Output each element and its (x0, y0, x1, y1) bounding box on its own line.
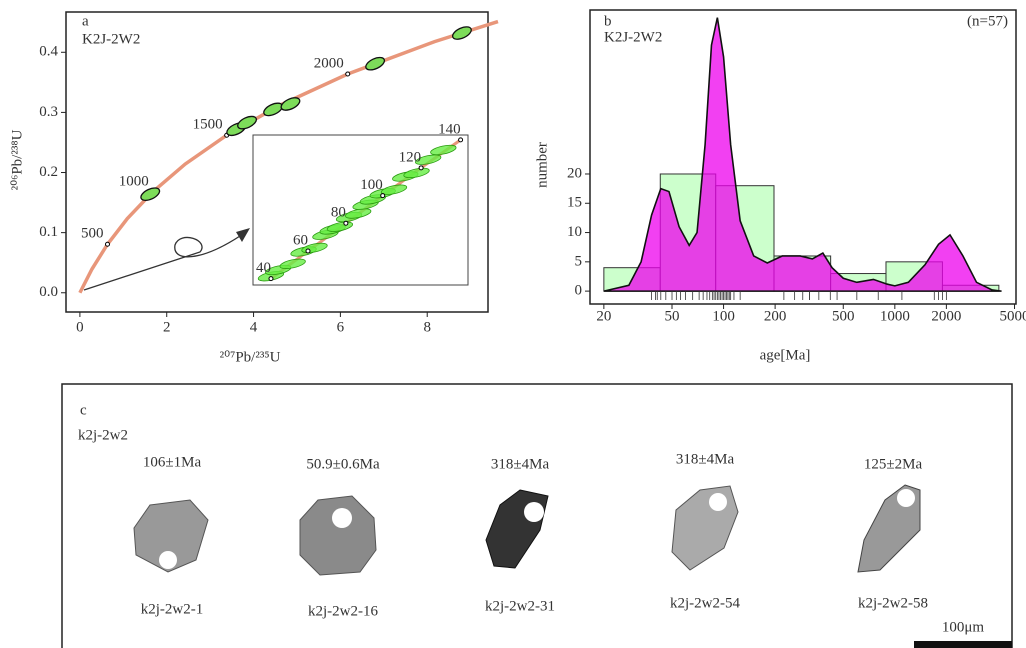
y-axis-label: number (534, 142, 550, 188)
grain-age: 50.9±0.6Ma (306, 456, 380, 472)
age-mark (269, 277, 273, 281)
sample-name: k2j-2w2 (78, 427, 128, 443)
age-label: 140 (438, 121, 461, 137)
x-axis-label: age[Ma] (760, 347, 811, 363)
x-tick-label: 2 (163, 319, 171, 335)
y-tick-label: 20 (567, 165, 582, 181)
x-tick-label: 8 (423, 319, 431, 335)
y-tick-label: 0 (575, 283, 583, 299)
spot (709, 493, 727, 511)
grain-age: 125±2Ma (864, 456, 923, 472)
scale-label: 100μm (942, 619, 985, 635)
grain-name: k2j-2w2-58 (858, 595, 928, 611)
age-label: 1000 (119, 173, 149, 189)
grain (672, 486, 738, 570)
sample-name: K2J-2W2 (604, 29, 662, 45)
x-tick-label: 5000 (1000, 308, 1026, 324)
spot (159, 551, 177, 569)
age-label: 500 (81, 226, 104, 242)
kde-curve (604, 18, 1002, 292)
grain-name: k2j-2w2-1 (141, 601, 204, 617)
x-tick-label: 1000 (880, 308, 910, 324)
grain (300, 496, 376, 575)
age-label: 60 (293, 232, 308, 248)
grain-name: k2j-2w2-16 (308, 603, 378, 619)
analysis-ellipse (364, 55, 386, 73)
x-tick-label: 200 (764, 308, 787, 324)
y-tick-label: 10 (567, 224, 582, 240)
age-mark (419, 166, 423, 170)
analysis-ellipse (279, 95, 301, 113)
age-label: 80 (331, 205, 346, 221)
x-tick-label: 6 (337, 319, 345, 335)
y-tick-label: 0.3 (39, 104, 58, 120)
grain (486, 490, 548, 568)
grain-age: 318±4Ma (491, 456, 550, 472)
age-label: 2000 (314, 55, 344, 71)
panel-label: a (82, 13, 89, 29)
age-label: 120 (399, 149, 422, 165)
panel-label: b (604, 13, 612, 29)
x-tick-label: 0 (76, 319, 84, 335)
panel-b: 20 50 100 200 500 1000 2000 5000 0 5 10 15 20 bK2J-2W… (534, 13, 1026, 363)
age-mark (344, 221, 348, 225)
x-tick-label: 100 (712, 308, 735, 324)
age-mark (106, 242, 110, 246)
figure: a K2J-2W2 0 2 4 6 8 0.0 0.1 0.2 0.3 0.4 ²⁰⁷Pb/²³⁵U ²⁰… (0, 0, 1026, 648)
panel-c: c k2j-2w2 100μm 106±1Ma k2j-2w2-1 50.9±0.6… (78, 402, 1012, 648)
age-label: 100 (360, 177, 383, 193)
age-mark (306, 249, 310, 253)
panel-label: c (80, 402, 87, 418)
grain-age: 106±1Ma (143, 454, 202, 470)
y-tick-label: 0.2 (39, 164, 58, 180)
x-tick-label: 50 (665, 308, 680, 324)
analysis-ellipse (451, 24, 473, 42)
age-mark (459, 138, 463, 142)
grain-name: k2j-2w2-54 (670, 595, 740, 611)
spot (524, 502, 544, 522)
grain-age: 318±4Ma (676, 451, 735, 467)
analysis-ellipse (262, 101, 284, 119)
spot (332, 508, 352, 528)
x-tick-label: 20 (596, 308, 611, 324)
x-tick-label: 2000 (931, 308, 961, 324)
age-mark (381, 194, 385, 198)
sample-count: (n=57) (967, 13, 1008, 29)
y-tick-label: 5 (575, 253, 583, 269)
age-label: 1500 (193, 117, 223, 133)
y-tick-label: 0.4 (39, 44, 58, 60)
spot (897, 489, 915, 507)
y-axis-label: ²⁰⁶Pb/²³⁸U (9, 129, 25, 190)
age-mark (346, 72, 350, 76)
age-label: 40 (256, 260, 271, 276)
analysis-ellipse (236, 114, 258, 132)
x-axis-label: ²⁰⁷Pb/²³⁵U (220, 349, 281, 365)
sample-name: K2J-2W2 (82, 31, 140, 47)
scale-bar (914, 641, 1012, 648)
x-tick-label: 500 (832, 308, 855, 324)
y-tick-label: 0.0 (39, 284, 58, 300)
arrow-head (236, 228, 250, 242)
y-tick-label: 0.1 (39, 224, 58, 240)
grain-name: k2j-2w2-31 (485, 598, 555, 614)
x-tick-label: 4 (250, 319, 258, 335)
y-tick-label: 15 (567, 195, 582, 211)
